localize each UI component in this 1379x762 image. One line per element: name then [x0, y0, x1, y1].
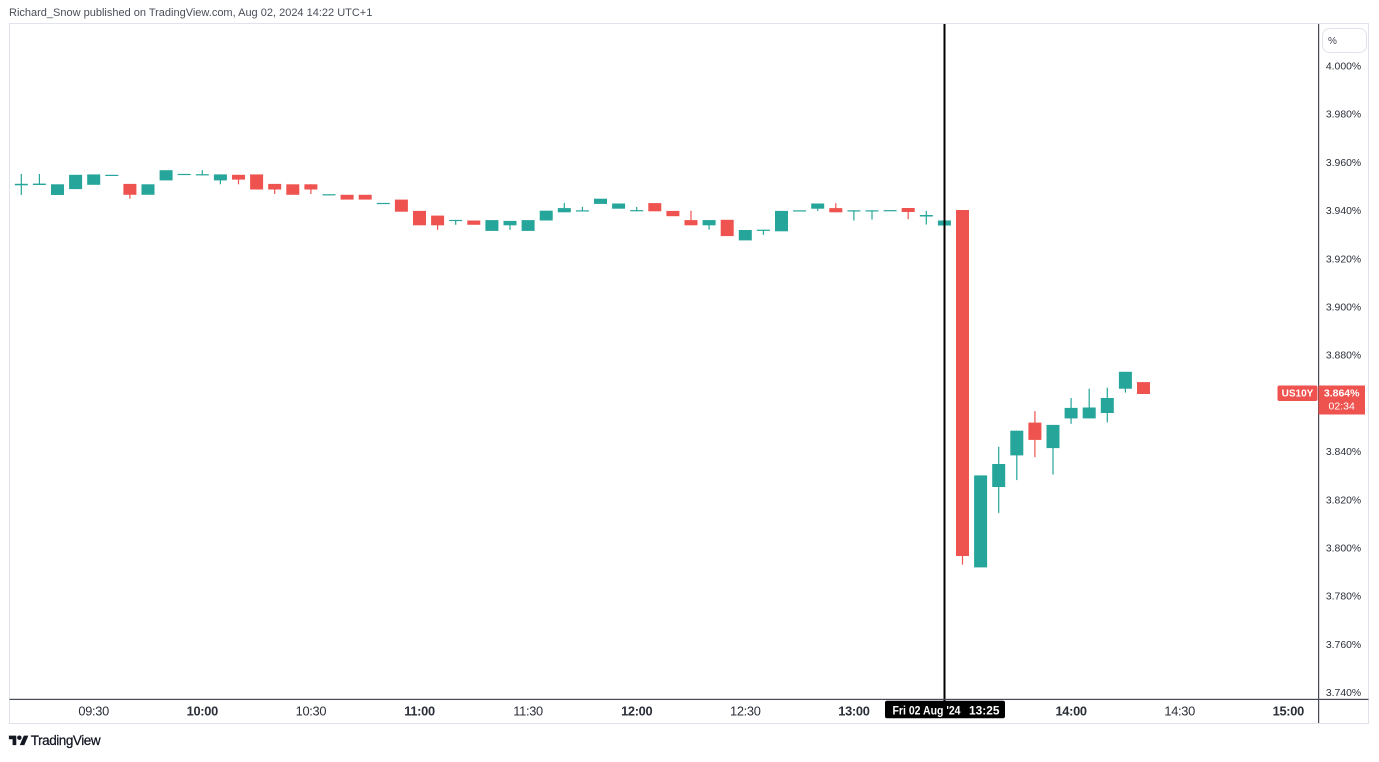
svg-text:14:30: 14:30 — [1164, 704, 1195, 719]
svg-text:3.760%: 3.760% — [1326, 640, 1361, 651]
svg-text:02:34: 02:34 — [1329, 401, 1355, 413]
svg-text:4.000%: 4.000% — [1326, 62, 1361, 73]
svg-text:3.840%: 3.840% — [1326, 447, 1361, 458]
svg-text:TradingView: TradingView — [31, 733, 101, 748]
svg-text:12:00: 12:00 — [621, 704, 652, 719]
svg-text:11:30: 11:30 — [513, 704, 543, 719]
svg-text:Fri 02 Aug '24: Fri 02 Aug '24 — [893, 705, 962, 717]
svg-text:09:30: 09:30 — [78, 704, 109, 719]
svg-text:3.980%: 3.980% — [1326, 110, 1361, 121]
svg-text:11:00: 11:00 — [404, 704, 435, 719]
svg-text:3.780%: 3.780% — [1326, 592, 1361, 603]
svg-text:US10Y: US10Y — [1282, 389, 1314, 400]
svg-text:10:00: 10:00 — [187, 704, 218, 719]
svg-text:13:25: 13:25 — [969, 705, 1000, 717]
svg-text:13:00: 13:00 — [838, 704, 869, 719]
svg-text:Richard_Snow published on Trad: Richard_Snow published on TradingView.co… — [9, 7, 372, 19]
svg-text:3.864%: 3.864% — [1324, 388, 1360, 400]
svg-text:3.900%: 3.900% — [1326, 303, 1361, 314]
svg-text:14:00: 14:00 — [1055, 704, 1086, 719]
svg-text:3.880%: 3.880% — [1326, 351, 1361, 362]
svg-text:%: % — [1328, 36, 1337, 47]
svg-text:3.960%: 3.960% — [1326, 158, 1361, 169]
svg-text:10:30: 10:30 — [296, 704, 327, 719]
svg-text:15:00: 15:00 — [1273, 704, 1304, 719]
svg-text:3.820%: 3.820% — [1326, 495, 1361, 506]
svg-text:12:30: 12:30 — [730, 704, 761, 719]
svg-text:3.800%: 3.800% — [1326, 544, 1361, 555]
svg-text:3.920%: 3.920% — [1326, 254, 1361, 265]
svg-text:3.740%: 3.740% — [1326, 688, 1361, 699]
svg-text:3.940%: 3.940% — [1326, 206, 1361, 217]
